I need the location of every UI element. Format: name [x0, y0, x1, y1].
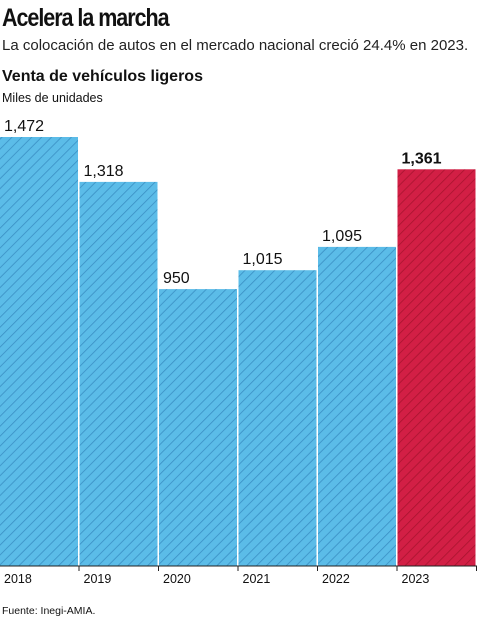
value-label-2021: 1,015 — [243, 251, 283, 268]
bar-2021 — [238, 270, 317, 566]
value-label-2023: 1,361 — [402, 150, 442, 167]
x-labels-group: 2018 2019 2020 2021 2022 2023 — [4, 572, 429, 586]
value-label-2018: 1,472 — [4, 118, 44, 135]
bar-chart: 2018 2019 2020 2021 2022 2023 1,4721,3189501,… — [0, 118, 477, 586]
value-label-2020: 950 — [163, 270, 190, 287]
bars-group — [0, 137, 476, 567]
x-label-2023: 2023 — [402, 572, 430, 586]
chart-subtitle: Miles de unidades — [2, 91, 103, 105]
subheadline: La colocación de autos en el mercado nac… — [2, 37, 469, 54]
chart-title: Venta de vehículos ligeros — [2, 68, 203, 85]
value-label-2019: 1,318 — [84, 163, 124, 180]
x-label-2018: 2018 — [4, 572, 32, 586]
bar-2018 — [0, 137, 78, 566]
bar-2020 — [159, 289, 237, 566]
source-note: Fuente: Inegi-AMIA. — [2, 605, 96, 617]
x-label-2022: 2022 — [322, 572, 350, 586]
x-label-2019: 2019 — [84, 572, 112, 586]
x-label-2020: 2020 — [163, 572, 191, 586]
bar-2023 — [397, 169, 476, 567]
bar-2019 — [79, 181, 158, 566]
value-label-2022: 1,095 — [322, 228, 362, 245]
bar-2022 — [318, 246, 396, 566]
x-label-2021: 2021 — [243, 572, 271, 586]
value-labels-group: 1,472 1,318 950 1,015 1,095 1,361 — [4, 118, 442, 287]
ticks-group — [78, 566, 477, 571]
headline: Acelera la marcha — [2, 4, 170, 32]
